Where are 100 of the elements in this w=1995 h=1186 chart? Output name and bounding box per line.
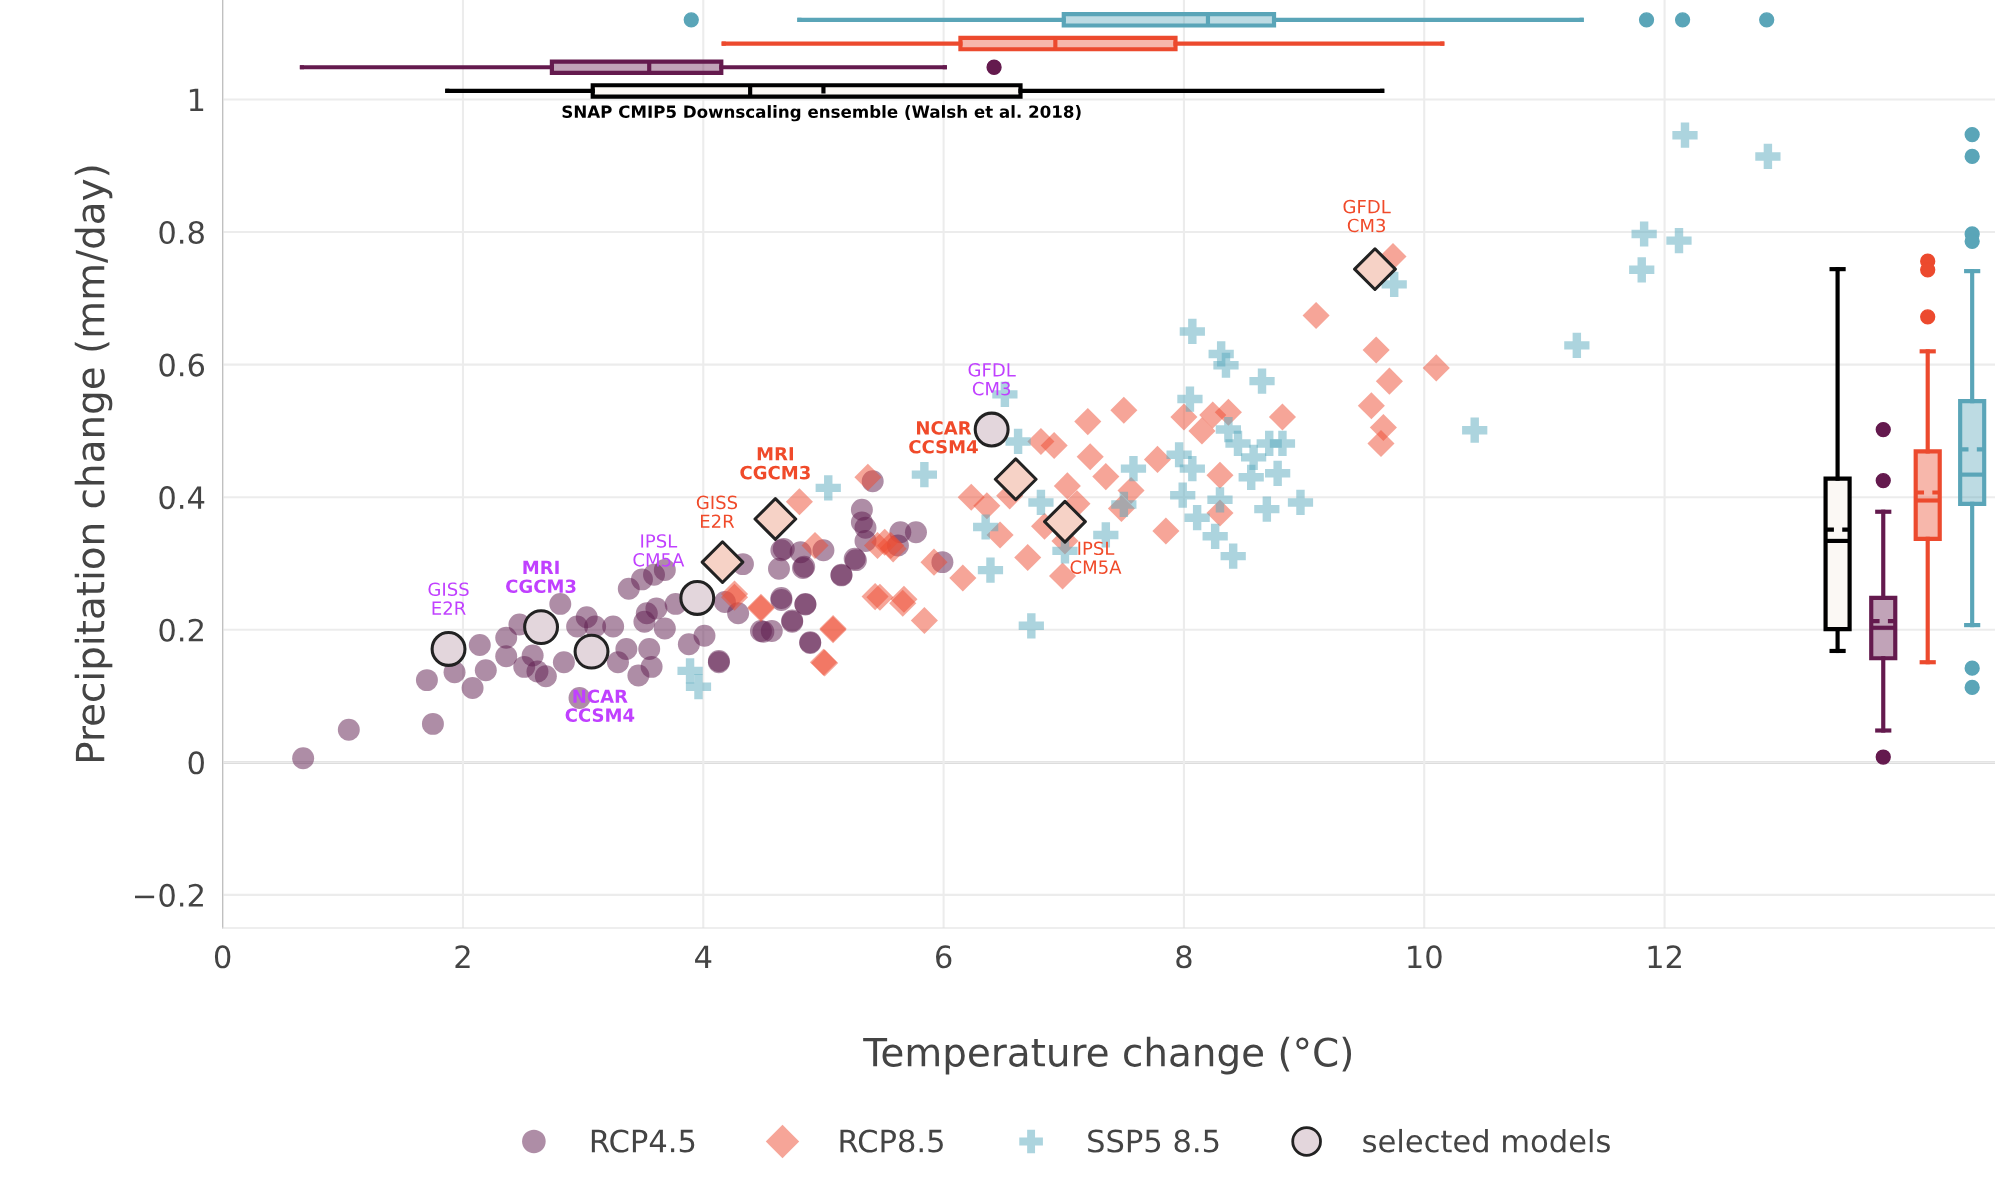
point — [1269, 430, 1296, 457]
x-axis-title: Temperature change (°C) — [863, 1036, 1352, 1075]
point — [1225, 430, 1251, 457]
point — [1005, 428, 1031, 455]
point — [1014, 543, 1042, 572]
point — [1170, 403, 1198, 431]
point — [1238, 464, 1264, 490]
point — [1040, 431, 1068, 459]
y-tick-label: 0.2 — [159, 618, 203, 642]
point — [1287, 489, 1314, 516]
point — [1053, 472, 1081, 500]
point — [910, 606, 938, 634]
point — [911, 462, 937, 488]
x-tick-label: 8 — [1176, 945, 1192, 969]
point — [1249, 368, 1275, 394]
legend-label: RCP4.5 — [591, 1129, 695, 1153]
point — [993, 457, 1038, 502]
y-axis-title: Precipitation change (mm/day) — [74, 166, 113, 762]
point — [1110, 396, 1138, 424]
point — [1166, 442, 1192, 468]
point — [1206, 461, 1234, 489]
x-tick-label: 4 — [695, 945, 712, 968]
data-label: GISS E2R — [428, 582, 469, 615]
point — [1357, 392, 1385, 420]
point — [1422, 354, 1450, 382]
legend-label: selected models — [1363, 1128, 1610, 1153]
point — [1202, 523, 1228, 549]
data-label: MRI CGCM3 — [506, 560, 576, 594]
point — [1254, 496, 1280, 522]
point — [1755, 143, 1781, 170]
y-tick-label: 0.8 — [159, 220, 204, 245]
point — [1375, 367, 1403, 395]
point — [573, 633, 610, 670]
point — [523, 609, 560, 646]
point — [1170, 482, 1196, 508]
point — [1074, 408, 1102, 436]
point — [1143, 445, 1172, 473]
data-label: GFDL CM3 — [1343, 199, 1391, 233]
point — [1362, 336, 1390, 364]
x-tick-label: 12 — [1648, 945, 1681, 968]
x-tick-label: 10 — [1408, 945, 1442, 969]
point — [1241, 444, 1267, 471]
legend-label: RCP8.5 — [840, 1129, 943, 1153]
point — [679, 579, 716, 616]
point — [1213, 352, 1239, 378]
point — [1672, 122, 1698, 148]
x-tick-label: 6 — [936, 945, 952, 969]
point — [1381, 271, 1407, 297]
point — [866, 583, 894, 611]
point — [1629, 257, 1655, 283]
point — [1028, 489, 1054, 516]
point — [854, 463, 882, 491]
point — [677, 658, 703, 684]
point — [815, 475, 841, 501]
point — [973, 514, 999, 540]
y-tick-label: 0 — [188, 751, 204, 775]
point — [920, 548, 948, 576]
y-tick-label: 1 — [189, 88, 204, 112]
point — [1353, 247, 1397, 292]
point — [1177, 386, 1203, 412]
point — [1120, 456, 1147, 482]
point — [1215, 416, 1241, 443]
point — [700, 540, 745, 585]
point — [1018, 613, 1044, 639]
data-label: GISS E2R — [696, 495, 738, 528]
point — [801, 532, 829, 560]
data-label: IPSL CM5A — [1070, 541, 1122, 574]
y-tick-label: 0.6 — [159, 353, 205, 377]
point — [1188, 417, 1216, 445]
point — [1152, 517, 1180, 545]
point — [1184, 505, 1210, 531]
y-tick-label: −0.2 — [135, 883, 203, 907]
point — [1207, 487, 1233, 513]
point — [1462, 417, 1488, 443]
point — [753, 497, 798, 541]
point — [1564, 332, 1590, 358]
data-label: NCAR CCSM4 — [909, 421, 978, 454]
point — [957, 483, 985, 511]
point — [430, 631, 467, 667]
point — [785, 488, 813, 516]
data-label: GFDL CM3 — [968, 362, 1016, 396]
point — [1076, 443, 1104, 471]
point — [977, 557, 1004, 583]
point — [949, 564, 977, 592]
data-label: MRI CGCM3 — [740, 447, 810, 480]
x-tick-label: 0 — [214, 945, 231, 969]
point — [1179, 456, 1205, 482]
point — [1302, 302, 1330, 330]
point — [1092, 463, 1120, 491]
y-tick-label: 0.4 — [159, 486, 205, 510]
point — [1631, 221, 1657, 247]
legend-label: SSP5 8.5 — [1088, 1129, 1219, 1153]
point — [1220, 543, 1246, 569]
annotation: SNAP CMIP5 Downscaling ensemble (Walsh et al. 2018) — [562, 105, 1081, 122]
point — [1268, 403, 1296, 431]
data-label: IPSL CM5A — [633, 534, 685, 567]
point — [1265, 460, 1291, 486]
point — [685, 674, 712, 700]
x-tick-label: 2 — [455, 945, 470, 968]
point — [1367, 429, 1395, 458]
